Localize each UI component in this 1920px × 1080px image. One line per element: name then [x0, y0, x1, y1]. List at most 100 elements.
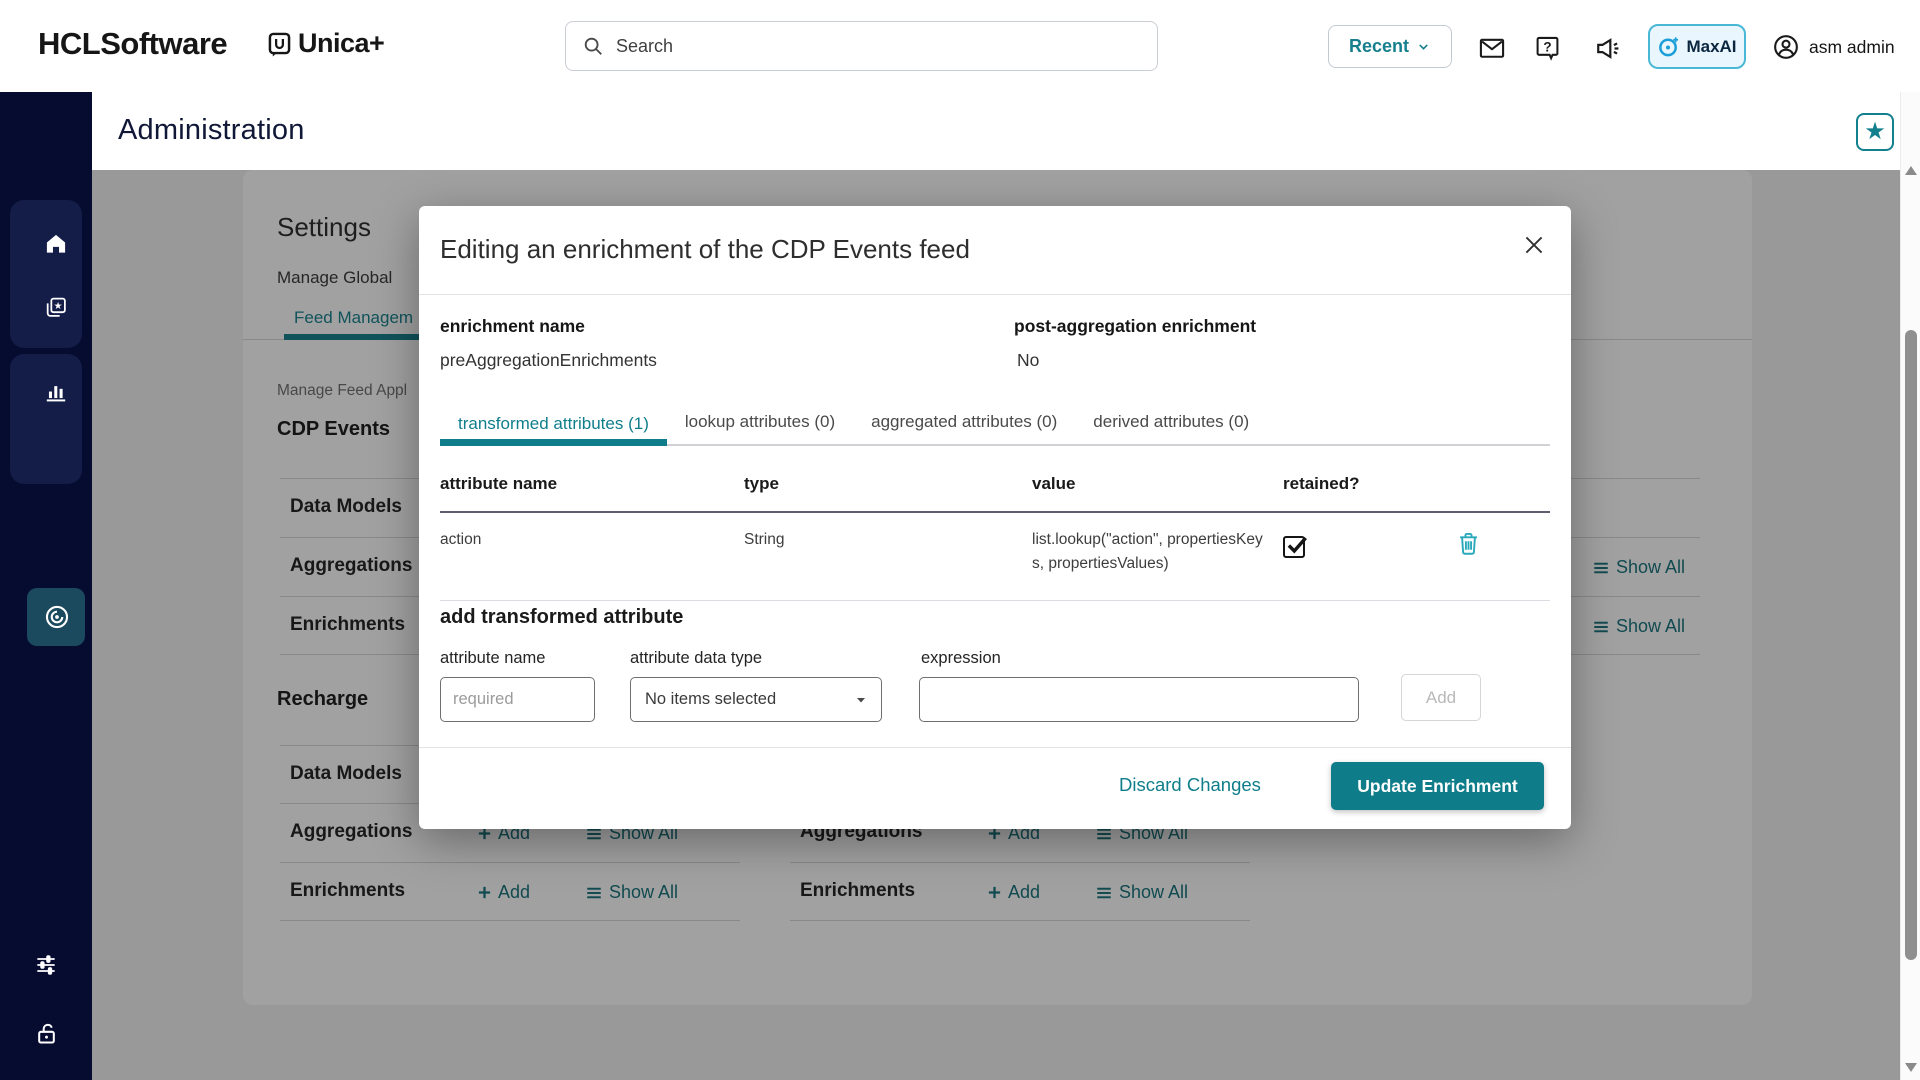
retained-checkbox[interactable]: [1283, 536, 1307, 558]
close-icon[interactable]: [1521, 232, 1551, 262]
nav-group-analytics: [10, 354, 85, 646]
settings-sliders-icon[interactable]: [33, 952, 59, 978]
row-label: Data Models: [290, 496, 402, 517]
tab-aggregated-attributes[interactable]: aggregated attributes (0): [871, 412, 1058, 431]
list-icon: [1097, 887, 1111, 898]
edit-enrichment-dialog: Editing an enrichment of the CDP Events …: [419, 206, 1571, 829]
settings-title: Settings: [277, 212, 371, 242]
journeys-target-icon: [43, 603, 69, 629]
tab-lookup-attributes[interactable]: lookup attributes (0): [684, 412, 836, 431]
search-icon: [582, 35, 604, 57]
list-icon: [1594, 621, 1608, 632]
enrichment-name-value: preAggregationEnrichments: [440, 350, 657, 370]
announcements-icon[interactable]: [1594, 34, 1622, 62]
home-icon[interactable]: [43, 231, 69, 257]
table-row: Enrichments Add Show All: [790, 862, 1250, 921]
plus-icon: [478, 886, 491, 899]
post-aggregation-label: post-aggregation enrichment: [1014, 316, 1257, 336]
col-header-attribute-name: attribute name: [440, 474, 558, 493]
chevron-down-icon: [1419, 44, 1428, 50]
show-all-button[interactable]: Show All: [1095, 882, 1188, 903]
search-input[interactable]: [616, 35, 1141, 57]
tab-feed-management[interactable]: Feed Managem: [294, 308, 414, 327]
list-icon: [587, 887, 601, 898]
page-header: Administration ★: [92, 92, 1900, 170]
attribute-data-type-select[interactable]: No items selected: [630, 677, 882, 722]
row-label: Data Models: [290, 763, 402, 784]
maxai-label: MaxAI: [1686, 36, 1737, 56]
update-enrichment-button[interactable]: Update Enrichment: [1331, 762, 1544, 810]
col-header-type: type: [744, 474, 779, 493]
footer-divider: [419, 747, 1571, 748]
attribute-name-input[interactable]: [440, 677, 595, 722]
help-icon[interactable]: ?: [1534, 34, 1562, 62]
row-label: Enrichments: [800, 880, 916, 901]
unica-label: Unica+: [298, 28, 385, 58]
add-button[interactable]: Add: [477, 882, 530, 903]
select-value: No items selected: [645, 690, 777, 708]
unica-bubble-icon: [266, 30, 293, 57]
expression-input[interactable]: [919, 677, 1359, 722]
delete-trash-icon[interactable]: [1455, 530, 1482, 557]
row-label: Enrichments: [290, 880, 406, 901]
manage-feed-apps-label: Manage Feed Appl: [277, 382, 408, 399]
cell-value: list.lookup("action", propertiesKeys, pr…: [1032, 531, 1263, 572]
hcl-logo: HCLSoftware: [38, 26, 228, 61]
settings-subtitle: Manage Global: [277, 268, 393, 287]
show-all-button[interactable]: Show All: [1592, 616, 1685, 637]
svg-text:★: ★: [54, 301, 63, 312]
unica-logo: Unica+: [266, 28, 385, 59]
recent-label: Recent: [1348, 36, 1410, 56]
scrollbar-thumb[interactable]: [1905, 330, 1917, 960]
add-button[interactable]: Add: [987, 882, 1040, 903]
maxai-button[interactable]: MaxAI: [1648, 24, 1746, 69]
divider: [419, 294, 1571, 295]
tab-derived-attributes[interactable]: derived attributes (0): [1093, 412, 1250, 431]
svg-text:?: ?: [1543, 39, 1551, 54]
list-icon: [1097, 828, 1111, 839]
expression-label: expression: [921, 649, 1001, 667]
table-row: Enrichments Add Show All: [280, 862, 740, 921]
caret-down-icon: [857, 697, 865, 702]
col-header-value: value: [1032, 474, 1076, 493]
user-name: asm admin: [1809, 36, 1895, 57]
table-header-divider: [440, 511, 1550, 513]
enrichment-name-label: enrichment name: [440, 316, 585, 336]
nav-group-top: ★: [10, 200, 82, 348]
table-row-divider: [440, 600, 1550, 601]
attribute-name-label: attribute name: [440, 649, 546, 667]
add-attribute-title: add transformed attribute: [440, 606, 684, 628]
unlock-icon[interactable]: [33, 1020, 59, 1046]
plus-icon: [988, 827, 1001, 840]
show-all-button[interactable]: Show All: [585, 882, 678, 903]
mail-icon[interactable]: [1478, 34, 1506, 62]
top-header: HCLSoftware Unica+ Recent ?: [0, 0, 1920, 92]
maxai-circle-icon: [1659, 37, 1679, 57]
nav-item-selected[interactable]: [27, 588, 85, 646]
list-icon: [587, 828, 601, 839]
row-label: Aggregations: [290, 821, 413, 842]
row-label: Enrichments: [290, 614, 406, 635]
scroll-down-arrow-icon[interactable]: [1905, 1063, 1917, 1072]
plus-icon: [988, 886, 1001, 899]
left-nav: ★: [0, 92, 92, 1080]
user-menu[interactable]: asm admin: [1772, 33, 1895, 61]
media-library-icon[interactable]: ★: [43, 295, 69, 321]
global-search[interactable]: [565, 21, 1158, 71]
recent-dropdown[interactable]: Recent: [1328, 25, 1452, 68]
tab-transformed-attributes[interactable]: transformed attributes (1): [440, 406, 667, 446]
page-title: Administration: [118, 114, 305, 146]
favorite-star-icon[interactable]: ★: [1856, 113, 1894, 151]
add-attribute-button[interactable]: Add: [1401, 674, 1481, 721]
page-scrollbar[interactable]: [1900, 92, 1920, 1080]
plus-icon: [478, 827, 491, 840]
discard-changes-button[interactable]: Discard Changes: [1119, 774, 1261, 795]
cell-type: String: [744, 531, 785, 548]
list-icon: [1594, 562, 1608, 573]
scroll-up-arrow-icon[interactable]: [1905, 166, 1917, 175]
cell-attribute-name: action: [440, 531, 482, 548]
show-all-button[interactable]: Show All: [1592, 557, 1685, 578]
bar-chart-icon[interactable]: [43, 378, 69, 404]
section-title-recharge: Recharge: [277, 688, 369, 710]
attribute-tabs: transformed attributes (1) lookup attrib…: [440, 404, 1550, 446]
